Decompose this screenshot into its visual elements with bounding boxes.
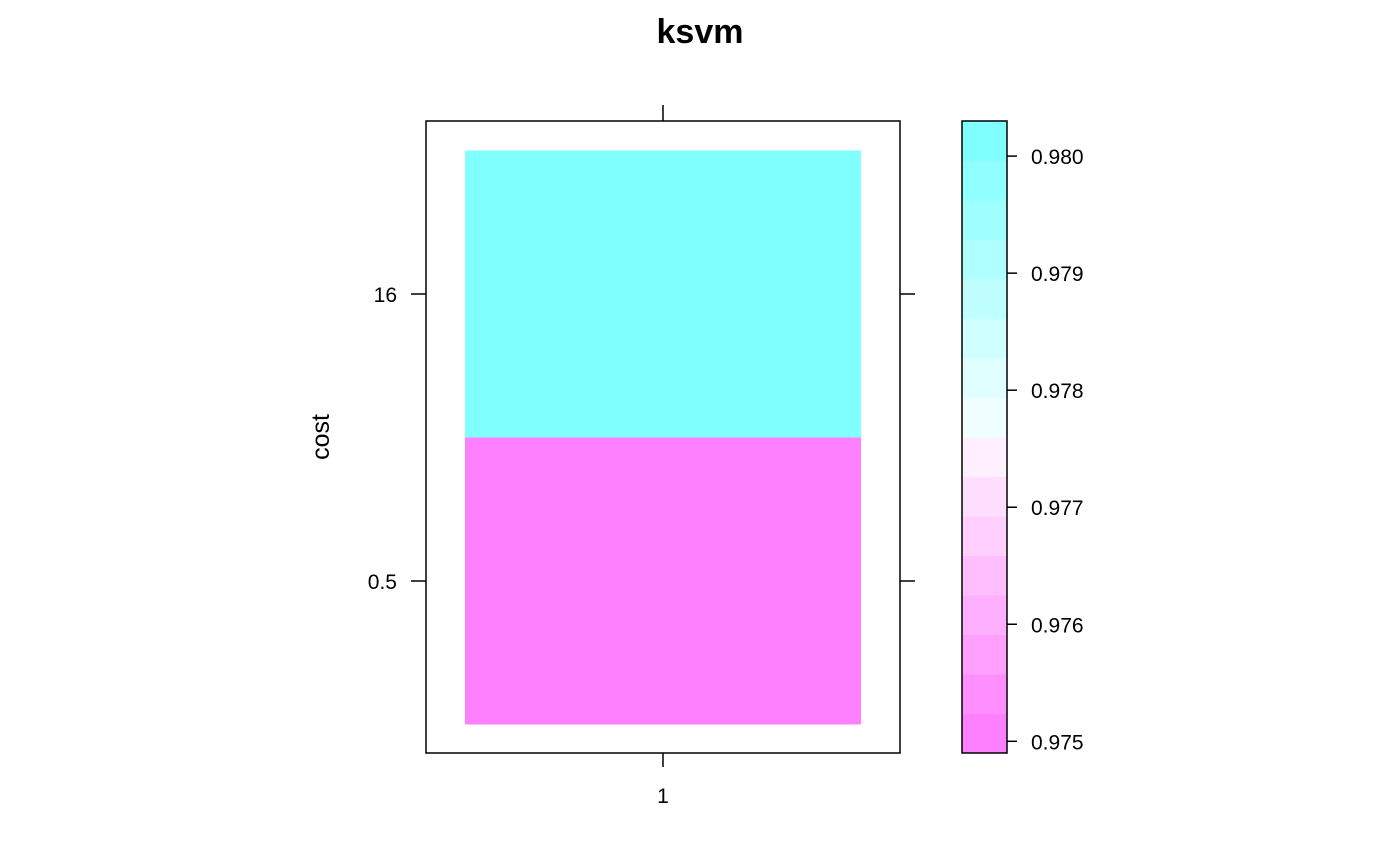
- color-key-band: [962, 634, 1007, 675]
- heatmap-cell-cost-0_5: [465, 437, 861, 725]
- color-key-band: [962, 200, 1007, 240]
- heatmap-cell-cost-16: [465, 150, 861, 438]
- color-key-band: [962, 674, 1007, 714]
- y-axis-label: cost: [307, 414, 335, 460]
- color-key-tick-label: 0.977: [1031, 497, 1084, 520]
- color-key-band: [962, 279, 1007, 319]
- color-key-band: [962, 318, 1007, 359]
- color-key-tick-label: 0.980: [1031, 146, 1084, 169]
- x-tick-label: 1: [657, 785, 669, 808]
- color-key-band: [962, 713, 1007, 754]
- color-key-band: [962, 239, 1007, 280]
- color-key-tick-label: 0.979: [1031, 263, 1084, 286]
- color-key-band: [962, 397, 1007, 438]
- chart-title: ksvm: [657, 13, 744, 51]
- color-key-band: [962, 121, 1007, 161]
- color-key-band: [962, 160, 1007, 201]
- color-key-tick-label: 0.975: [1031, 731, 1084, 754]
- axis-ticks: 1 0.5 16: [368, 105, 915, 808]
- color-key-band: [962, 476, 1007, 517]
- color-key-band: [962, 516, 1007, 556]
- color-key-band: [962, 437, 1007, 477]
- heatmap-cells: [465, 150, 861, 725]
- color-key-tick-label: 0.976: [1031, 614, 1084, 637]
- color-key: 0.975 0.976 0.977 0.978 0.979 0.980: [962, 121, 1084, 754]
- color-key-band: [962, 595, 1007, 635]
- color-key-band: [962, 358, 1007, 398]
- color-key-frame: [961, 120, 1008, 754]
- color-key-band: [962, 555, 1007, 596]
- y-tick-label: 0.5: [368, 571, 397, 594]
- color-key-tick-label: 0.978: [1031, 380, 1084, 403]
- y-tick-label: 16: [374, 284, 397, 307]
